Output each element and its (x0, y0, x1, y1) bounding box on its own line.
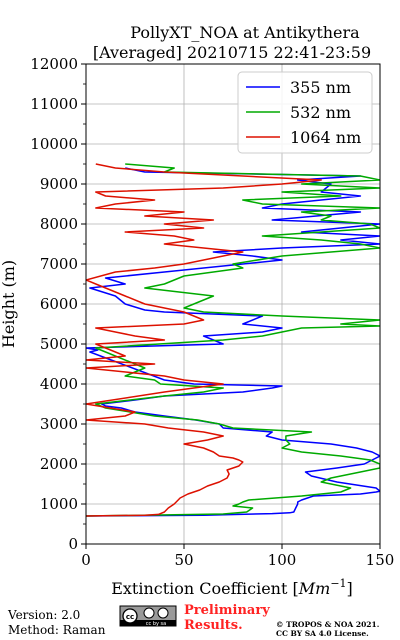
x-tick-label: 0 (81, 551, 91, 569)
y-tick-label: 3000 (40, 415, 78, 433)
y-tick-label: 2000 (40, 455, 78, 473)
y-tick-label: 9000 (40, 175, 78, 193)
legend-frame (237, 71, 373, 154)
y-tick-label: 6000 (40, 295, 78, 313)
legend-label-532: 532 nm (290, 103, 351, 122)
y-axis-label: Height (m) (0, 260, 18, 348)
y-axis-ticks: 0 1000 2000 3000 4000 5000 6000 7000 8000 9000 100… (30, 55, 86, 553)
y-tick-label: 4000 (40, 375, 78, 393)
cc-icon (122, 608, 138, 624)
cc-license-badge: cc cc by sa (119, 605, 177, 627)
method-text: Method: Raman (8, 623, 106, 637)
x-tick-label: 100 (268, 551, 297, 569)
cc-badge-strip (120, 620, 176, 626)
x-tick-label: 50 (174, 551, 193, 569)
y-tick-label: 10000 (30, 135, 78, 153)
copyright-line-1: © TROPOS & NOA 2021. (276, 620, 379, 629)
y-tick-label: 5000 (40, 335, 78, 353)
series-line-355-nm (86, 167, 380, 517)
legend: 355 nm 532 nm 1064 nm (237, 71, 373, 154)
y-tick-label: 8000 (40, 215, 78, 233)
series-line-532-nm (86, 163, 380, 517)
legend-label-1064: 1064 nm (290, 128, 361, 147)
series-line-1064-nm (86, 163, 322, 517)
y-tick-label: 1000 (40, 495, 78, 513)
x-tick-label: 150 (366, 551, 395, 569)
y-tick-label: 0 (68, 535, 78, 553)
by-icon (143, 607, 155, 619)
x-axis-ticks: 0 50 100 150 (81, 544, 394, 569)
plot-area (86, 163, 380, 517)
chart-subtitle: [Averaged] 20210715 22:41-23:59 (93, 43, 371, 62)
y-tick-label: 11000 (30, 95, 78, 113)
copyright-line-2: CC BY SA 4.0 License. (276, 629, 369, 638)
chart-title: PollyXT_NOA at Antikythera (130, 23, 360, 42)
legend-label-355: 355 nm (290, 78, 351, 97)
results-label: Results. (184, 618, 243, 633)
y-tick-label: 12000 (30, 55, 78, 73)
license-badge-text: cc by sa (146, 621, 166, 627)
version-text: Version: 2.0 (7, 608, 80, 622)
y-tick-label: 7000 (40, 255, 78, 273)
sa-icon (157, 607, 169, 619)
preliminary-label: Preliminary (184, 603, 270, 618)
x-axis-label: Extinction Coefficient [Mm−1] (111, 577, 353, 598)
cc-icon-text: cc (126, 613, 134, 621)
